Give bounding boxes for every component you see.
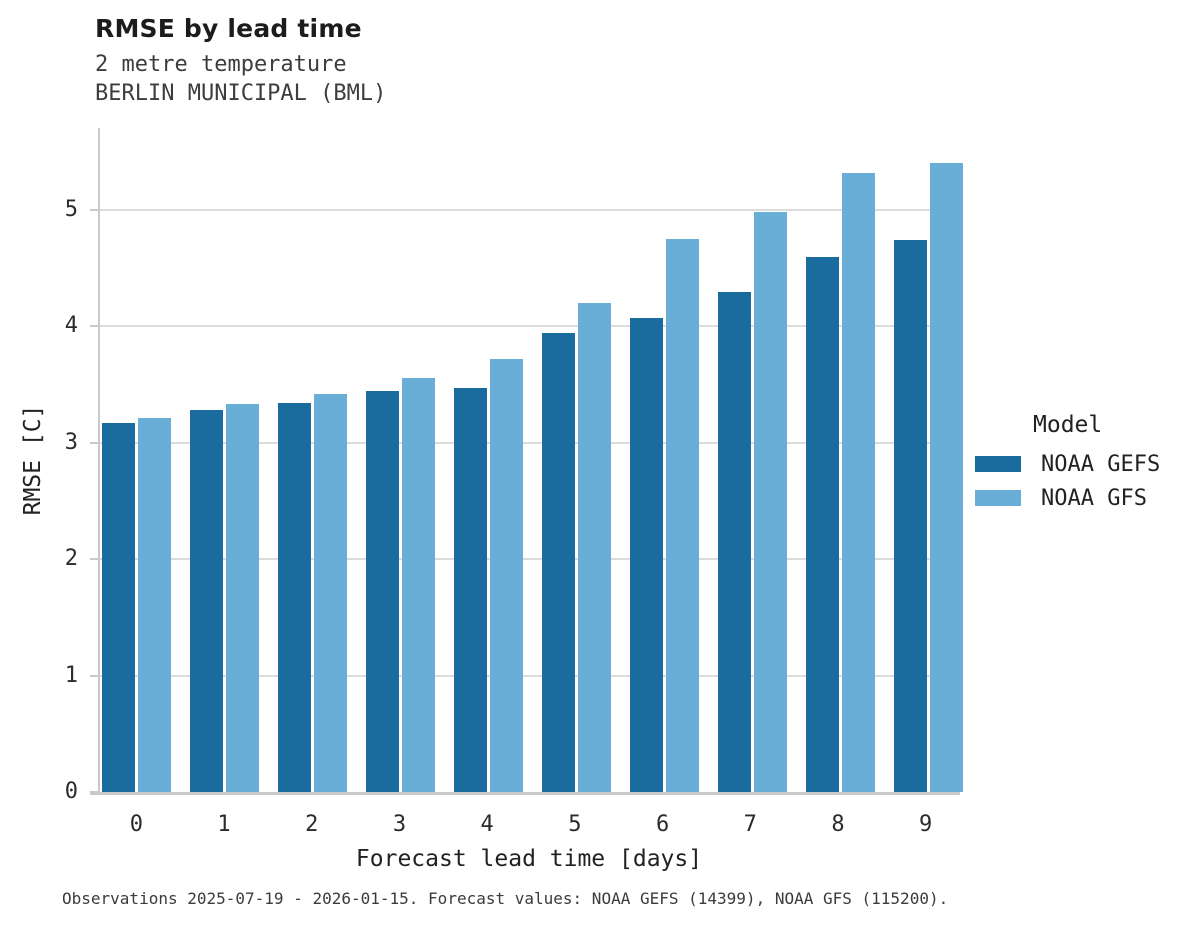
y-tick-label-3: 3: [64, 429, 78, 455]
y-tick-mark-1: [90, 674, 98, 677]
bar-noaa-gefs-lead-3: [366, 391, 399, 792]
bar-noaa-gefs-lead-2: [278, 402, 311, 792]
bar-noaa-gfs-lead-6: [666, 238, 699, 792]
bar-noaa-gefs-lead-8: [806, 257, 839, 792]
x-tick-label-9: 9: [919, 812, 933, 837]
bar-group-lead-5: [542, 128, 611, 792]
bar-group-lead-9: [894, 128, 963, 792]
gridline-y-1: [100, 674, 958, 677]
bar-noaa-gefs-lead-9: [894, 239, 927, 792]
x-tick-label-1: 1: [217, 812, 231, 837]
bar-group-lead-0: [102, 128, 171, 792]
bar-noaa-gfs-lead-1: [226, 404, 259, 792]
bar-noaa-gfs-lead-8: [842, 173, 875, 792]
y-axis-title: RMSE [C]: [20, 404, 46, 516]
gridline-y-2: [100, 558, 958, 561]
legend-label-noaa-gefs: NOAA GEFS: [1041, 451, 1161, 477]
legend-swatch-noaa-gefs: [975, 456, 1021, 472]
bar-group-lead-8: [806, 128, 875, 792]
bar-noaa-gfs-lead-4: [490, 358, 523, 792]
chart-subtitle-station: BERLIN MUNICIPAL (BML): [95, 81, 387, 106]
y-tick-label-4: 4: [64, 313, 78, 339]
x-tick-label-2: 2: [305, 812, 319, 837]
gridline-y-4: [100, 325, 958, 328]
bars-row: [102, 128, 963, 792]
bar-noaa-gfs-lead-3: [402, 378, 435, 792]
legend-title: Model: [1033, 412, 1103, 438]
footer-caption: Observations 2025-07-19 - 2026-01-15. Fo…: [62, 889, 949, 908]
chart-subtitle-variable: 2 metre temperature: [95, 52, 347, 77]
legend-label-noaa-gfs: NOAA GFS: [1041, 485, 1147, 511]
bar-group-lead-2: [278, 128, 347, 792]
y-tick-label-0: 0: [64, 779, 78, 804]
bar-group-lead-3: [366, 128, 435, 792]
x-tick-label-7: 7: [743, 812, 757, 837]
bar-noaa-gfs-lead-7: [754, 211, 787, 792]
bar-noaa-gfs-lead-2: [314, 393, 347, 792]
x-tick-label-8: 8: [831, 812, 845, 837]
gridline-y-3: [100, 441, 958, 444]
x-axis-line: [90, 792, 960, 795]
x-axis-tick-labels: 0 1 2 3 4 5 6 7 8 9: [102, 812, 960, 837]
bar-noaa-gefs-lead-5: [542, 333, 575, 792]
bar-group-lead-1: [190, 128, 259, 792]
legend-entry-noaa-gfs: NOAA GFS: [975, 485, 1160, 511]
legend-entry-noaa-gefs: NOAA GEFS: [975, 451, 1161, 477]
gridline-y-5: [100, 208, 958, 211]
y-tick-mark-5: [90, 208, 98, 211]
bar-noaa-gefs-lead-7: [718, 292, 751, 792]
legend: Model NOAA GEFS NOAA GFS: [975, 412, 1160, 520]
y-tick-mark-4: [90, 325, 98, 328]
x-tick-label-5: 5: [568, 812, 582, 837]
y-tick-label-5: 5: [64, 196, 78, 222]
x-tick-label-4: 4: [480, 812, 494, 837]
legend-entries: NOAA GEFS NOAA GFS: [975, 451, 1161, 511]
bar-noaa-gefs-lead-1: [190, 409, 223, 792]
bar-group-lead-7: [718, 128, 787, 792]
y-tick-mark-2: [90, 558, 98, 561]
plot-area: [90, 128, 963, 795]
chart-title: RMSE by lead time: [95, 14, 362, 43]
legend-swatch-noaa-gfs: [975, 490, 1021, 506]
y-tick-label-2: 2: [64, 546, 78, 572]
bar-noaa-gfs-lead-5: [578, 302, 611, 792]
bar-noaa-gefs-lead-0: [102, 422, 135, 792]
bar-noaa-gfs-lead-9: [930, 162, 963, 792]
y-tick-label-1: 1: [64, 662, 78, 688]
x-axis-title: Forecast lead time [days]: [355, 846, 703, 872]
bar-noaa-gfs-lead-0: [138, 418, 171, 792]
y-tick-mark-3: [90, 441, 98, 444]
bar-noaa-gefs-lead-4: [454, 387, 487, 792]
x-tick-label-0: 0: [129, 812, 143, 837]
bar-group-lead-4: [454, 128, 523, 792]
x-tick-label-3: 3: [392, 812, 407, 837]
x-tick-label-6: 6: [655, 812, 670, 837]
bar-group-lead-6: [630, 128, 699, 792]
y-axis-line: [98, 128, 100, 794]
bar-noaa-gefs-lead-6: [630, 317, 663, 792]
